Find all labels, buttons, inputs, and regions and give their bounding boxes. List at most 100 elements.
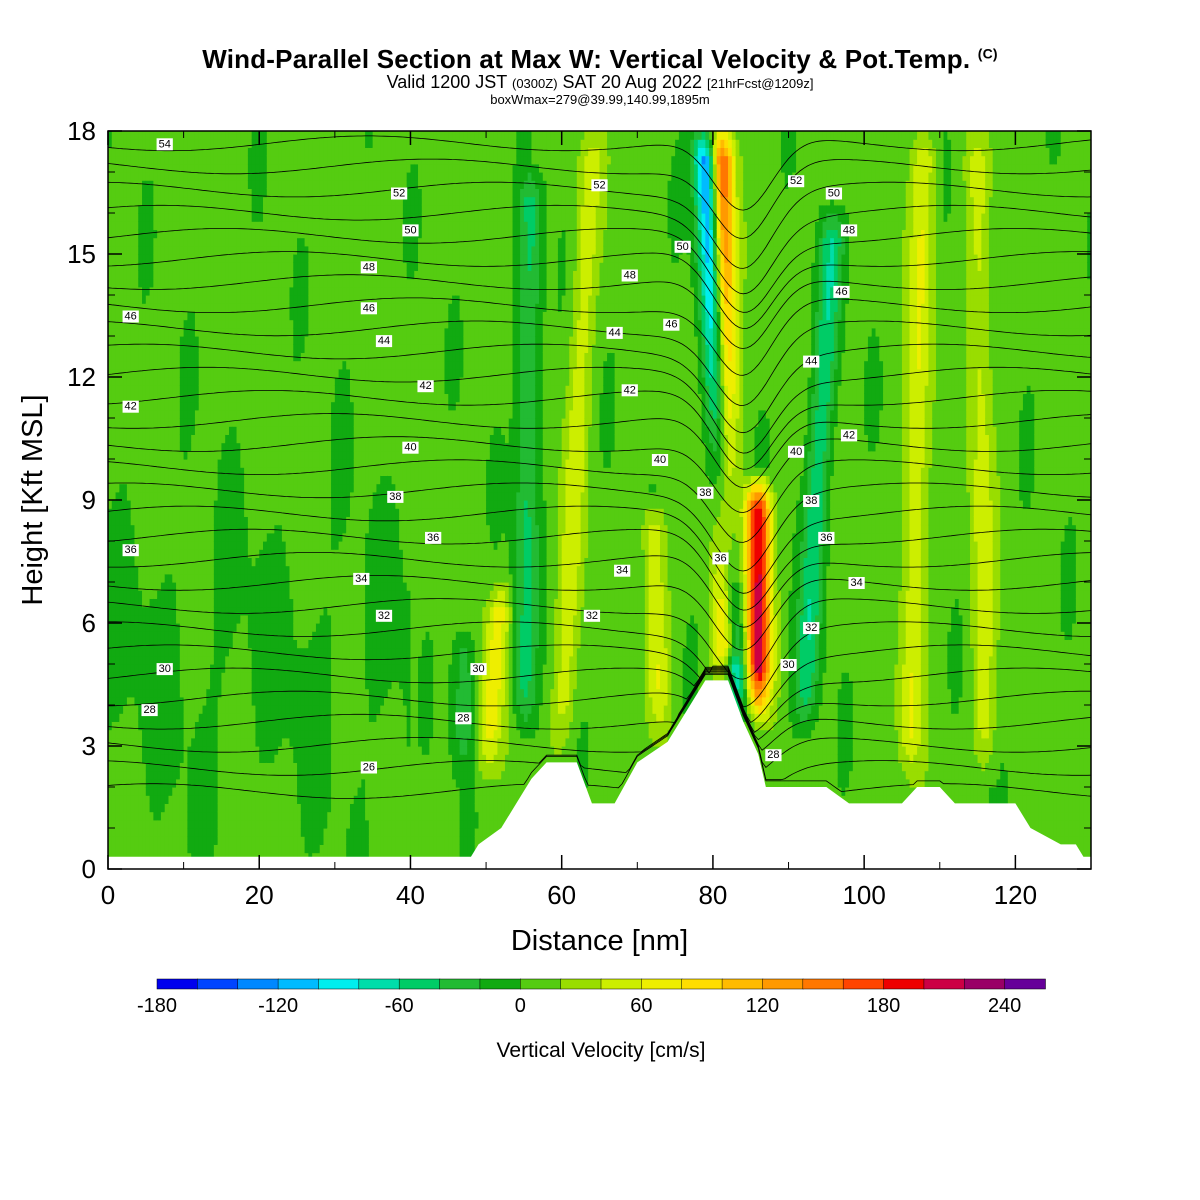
w-cell	[127, 803, 131, 812]
w-cell	[172, 607, 176, 616]
w-cell	[199, 615, 203, 624]
w-cell	[308, 574, 312, 583]
w-cell	[150, 525, 154, 534]
w-cell	[191, 164, 195, 173]
w-cell	[195, 500, 199, 509]
w-cell	[255, 156, 259, 165]
w-cell	[176, 320, 180, 329]
w-cell	[206, 205, 210, 214]
w-cell	[165, 820, 169, 829]
w-cell	[278, 238, 282, 247]
w-cell	[153, 205, 157, 214]
w-cell	[267, 680, 271, 689]
w-cell	[112, 664, 116, 673]
w-cell	[244, 844, 248, 853]
w-cell	[248, 361, 252, 370]
w-cell	[293, 188, 297, 197]
w-cell	[127, 787, 131, 796]
w-cell	[312, 549, 316, 558]
w-cell	[282, 828, 286, 837]
w-cell	[229, 541, 233, 550]
w-cell	[210, 697, 214, 706]
w-cell	[112, 541, 116, 550]
w-cell	[123, 377, 127, 386]
w-cell	[244, 320, 248, 329]
w-cell	[157, 352, 161, 361]
w-cell	[244, 771, 248, 780]
w-cell	[248, 730, 252, 739]
w-cell	[210, 164, 214, 173]
w-cell	[301, 648, 305, 657]
w-cell	[233, 131, 237, 140]
w-cell	[271, 516, 275, 525]
w-cell	[218, 475, 222, 484]
w-cell	[176, 672, 180, 681]
w-cell	[218, 303, 222, 312]
w-cell	[267, 639, 271, 648]
w-cell	[157, 377, 161, 386]
w-cell	[146, 648, 150, 657]
w-cell	[168, 238, 172, 247]
w-cell	[289, 779, 293, 788]
w-cell	[153, 475, 157, 484]
w-cell	[312, 279, 316, 288]
w-cell	[142, 664, 146, 673]
w-cell	[289, 229, 293, 238]
w-cell	[112, 205, 116, 214]
w-cell	[131, 680, 135, 689]
w-cell	[233, 164, 237, 173]
w-cell	[301, 467, 305, 476]
w-cell	[131, 672, 135, 681]
w-cell	[153, 197, 157, 206]
w-cell	[199, 566, 203, 575]
w-cell	[131, 139, 135, 148]
w-cell	[282, 229, 286, 238]
w-cell	[187, 402, 191, 411]
w-cell	[123, 238, 127, 247]
w-cell	[240, 500, 244, 509]
w-cell	[237, 254, 241, 263]
w-cell	[225, 738, 229, 747]
w-cell	[244, 475, 248, 484]
w-cell	[221, 738, 225, 747]
w-cell	[168, 508, 172, 517]
w-cell	[180, 803, 184, 812]
w-cell	[142, 516, 146, 525]
w-cell	[221, 598, 225, 607]
w-cell	[172, 812, 176, 821]
w-cell	[240, 705, 244, 714]
w-cell	[184, 377, 188, 386]
w-cell	[263, 197, 267, 206]
w-cell	[240, 828, 244, 837]
w-cell	[248, 139, 252, 148]
w-cell	[146, 820, 150, 829]
w-cell	[119, 221, 123, 230]
w-cell	[187, 771, 191, 780]
w-cell	[297, 492, 301, 501]
w-cell	[146, 730, 150, 739]
w-cell	[146, 549, 150, 558]
w-cell	[116, 336, 120, 345]
w-cell	[221, 779, 225, 788]
w-cell	[274, 525, 278, 534]
w-cell	[150, 566, 154, 575]
w-cell	[218, 582, 222, 591]
w-cell	[210, 689, 214, 698]
w-cell	[127, 385, 131, 394]
w-cell	[263, 205, 267, 214]
w-cell	[210, 229, 214, 238]
w-cell	[229, 508, 233, 517]
w-cell	[278, 746, 282, 755]
w-cell	[168, 443, 172, 452]
w-cell	[191, 180, 195, 189]
w-cell	[210, 213, 214, 222]
w-cell	[305, 680, 309, 689]
w-cell	[146, 795, 150, 804]
w-cell	[237, 402, 241, 411]
w-cell	[112, 697, 116, 706]
w-cell	[263, 533, 267, 542]
w-cell	[153, 467, 157, 476]
w-cell	[153, 279, 157, 288]
w-cell	[244, 254, 248, 263]
w-cell	[184, 697, 188, 706]
